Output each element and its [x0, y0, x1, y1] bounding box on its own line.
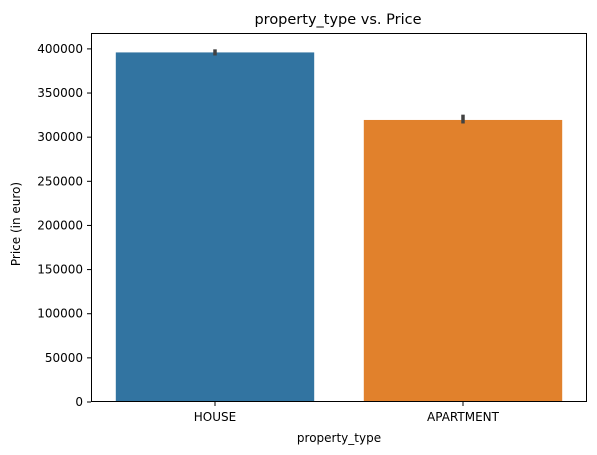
x-tick-label: APARTMENT	[427, 410, 500, 424]
bar-apartment	[364, 120, 562, 402]
y-tick-label: 300000	[37, 130, 83, 144]
x-tick-label: HOUSE	[194, 410, 236, 424]
bar-house	[116, 52, 314, 402]
bars-group	[116, 52, 562, 402]
x-axis-label: property_type	[297, 431, 381, 445]
y-tick-label: 200000	[37, 218, 83, 232]
y-axis-label: Price (in euro)	[9, 182, 23, 266]
y-tick-label: 150000	[37, 263, 83, 277]
chart-title: property_type vs. Price	[254, 12, 421, 28]
y-tick-label: 400000	[37, 42, 83, 56]
y-axis: 0 50000 100000 150000 200000 250000 300000 3500…	[37, 42, 91, 409]
y-tick-label: 250000	[37, 174, 83, 188]
y-tick-label: 0	[75, 395, 83, 409]
y-tick-label: 50000	[45, 351, 83, 365]
x-axis: HOUSE APARTMENT	[194, 402, 500, 424]
y-tick-label: 100000	[37, 307, 83, 321]
y-tick-label: 350000	[37, 86, 83, 100]
